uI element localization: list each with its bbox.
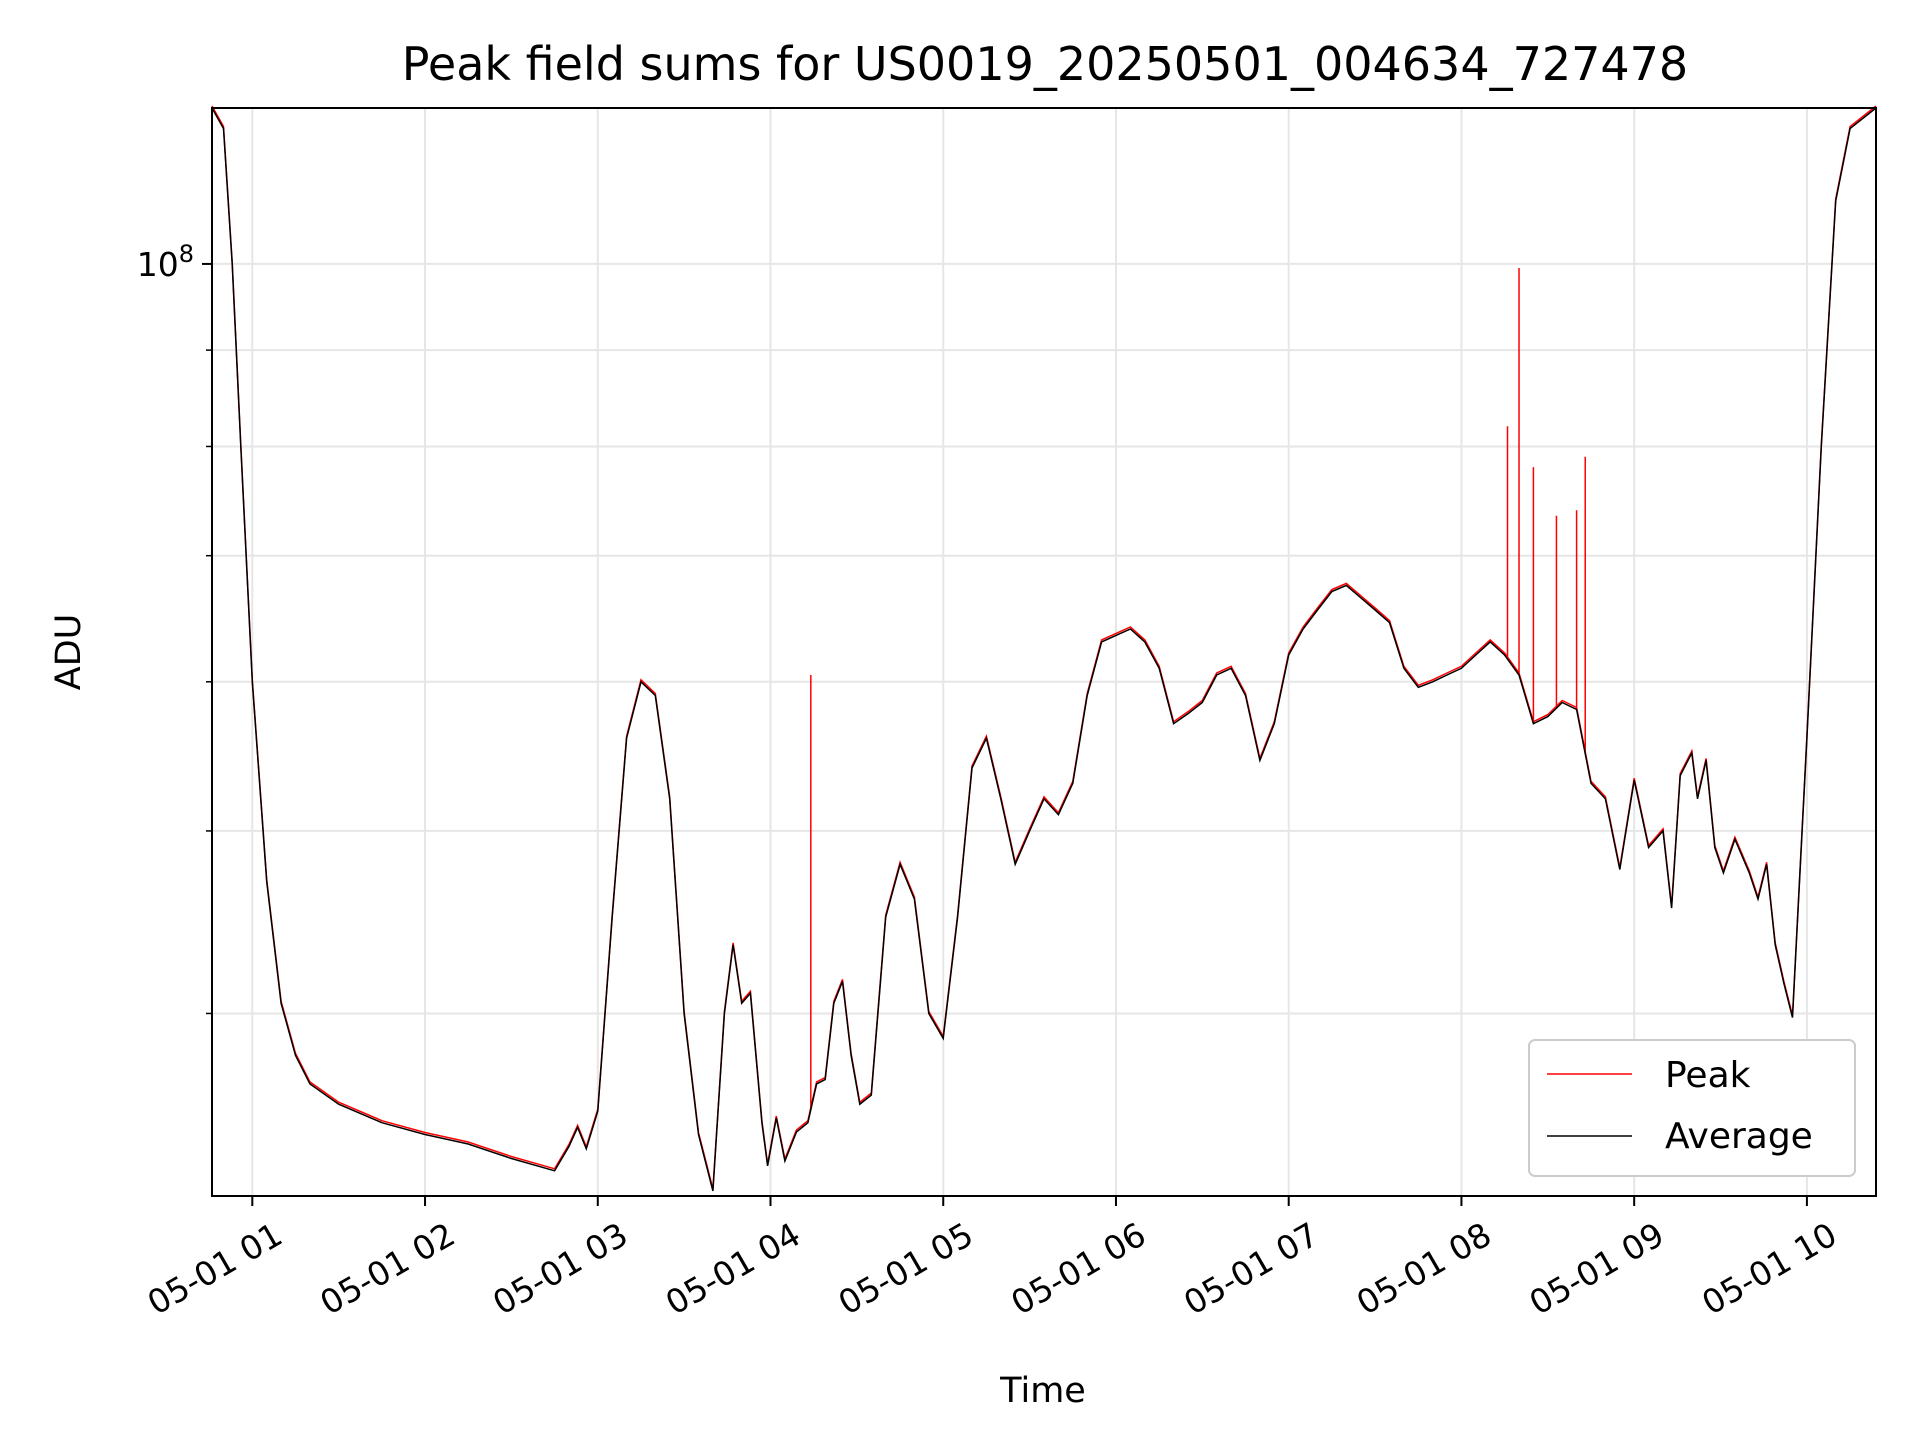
grid — [212, 108, 1876, 1196]
legend: Peak Average — [1528, 1039, 1856, 1177]
legend-average-label: Average — [1665, 1116, 1813, 1157]
series-average-line — [211, 107, 1877, 1192]
chart-title: Peak field sums for US0019_20250501_0046… — [402, 37, 1688, 91]
x-axis: 05-01 01 05-01 02 05-01 03 05-01 04 05-01 05… — [141, 1196, 1843, 1323]
y-tick-label: 108 — [137, 240, 194, 284]
plot-frame — [211, 107, 1877, 1197]
series-peak-line — [211, 105, 1877, 1190]
legend-peak-label: Peak — [1665, 1055, 1751, 1096]
x-tick-label: 05-01 01 — [141, 1215, 289, 1323]
series-layer — [211, 105, 1877, 1192]
x-tick-label: 05-01 09 — [1523, 1215, 1671, 1323]
y-axis: 108 — [137, 240, 212, 1015]
x-tick-label: 05-01 06 — [1004, 1215, 1152, 1323]
x-tick-label: 05-01 02 — [313, 1215, 461, 1323]
x-tick-label: 05-01 08 — [1350, 1215, 1498, 1323]
x-axis-label: Time — [999, 1371, 1086, 1411]
x-tick-label: 05-01 07 — [1177, 1215, 1325, 1323]
x-tick-label: 05-01 03 — [486, 1215, 634, 1323]
y-axis-label: ADU — [49, 614, 89, 691]
x-tick-label: 05-01 05 — [832, 1215, 980, 1323]
x-tick-label: 05-01 04 — [659, 1215, 807, 1323]
x-tick-label: 05-01 10 — [1695, 1215, 1843, 1323]
